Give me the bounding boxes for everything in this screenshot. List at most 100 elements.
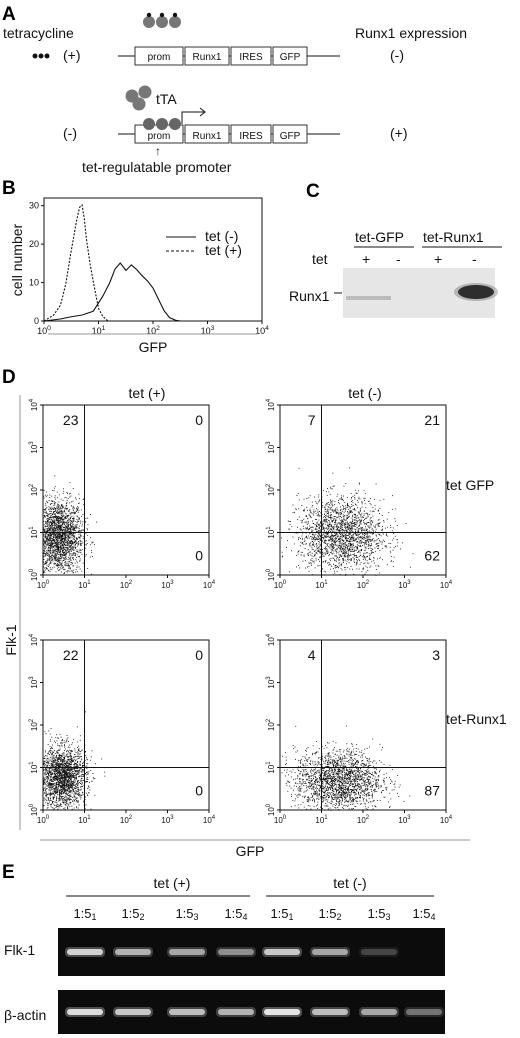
flow-dot	[71, 557, 73, 559]
flow-dot	[50, 525, 52, 526]
flow-dot	[58, 561, 60, 563]
flow-dot	[319, 557, 321, 558]
flow-dot	[50, 546, 52, 548]
flow-dot	[326, 514, 328, 516]
flow-dot	[56, 541, 58, 543]
flow-dot	[327, 523, 329, 525]
flow-dot	[71, 749, 73, 751]
flow-dot	[49, 510, 50, 512]
flow-dot	[335, 520, 337, 522]
flow-dot	[366, 540, 368, 542]
flow-dot	[331, 553, 333, 555]
flow-dot	[312, 539, 314, 540]
flow-dot	[62, 777, 64, 778]
flow-dot	[44, 537, 46, 539]
flow-dot	[338, 545, 340, 546]
flow-dot	[301, 538, 303, 540]
flow-dot	[72, 523, 73, 525]
flow-dot	[68, 540, 70, 542]
flow-dot	[60, 537, 62, 539]
flow-dot	[378, 519, 380, 521]
flow-dot	[45, 496, 47, 497]
flow-dot	[72, 532, 74, 534]
flow-dot	[376, 546, 378, 548]
flow-dot	[361, 519, 363, 521]
flow-dot	[349, 568, 351, 570]
flow-dot	[74, 750, 76, 752]
flow-dot	[57, 536, 59, 537]
flow-dot	[378, 524, 380, 526]
flow-dot	[307, 535, 309, 537]
flow-dot	[363, 552, 365, 554]
flow-dot	[345, 535, 346, 537]
flow-dot	[66, 503, 68, 505]
flow-dot	[314, 538, 316, 540]
flow-dot	[67, 540, 69, 542]
flow-dot	[354, 553, 355, 555]
flow-dot	[43, 571, 45, 573]
flow-dot	[76, 508, 78, 510]
flow-dot	[329, 547, 331, 549]
flow-dot	[366, 522, 368, 524]
flow-dot	[67, 559, 69, 561]
flow-dot	[80, 522, 81, 524]
flow-dot	[335, 543, 336, 545]
flow-dot	[312, 543, 314, 545]
western-blot	[343, 268, 498, 318]
flow-dot	[92, 556, 93, 557]
flow-dot	[327, 511, 329, 513]
flow-dot	[66, 547, 68, 549]
flow-dot	[50, 516, 52, 518]
flow-dot	[318, 538, 320, 540]
flow-dot	[54, 775, 56, 777]
flow-dot	[345, 507, 347, 509]
flow-dot	[51, 789, 53, 791]
flow-dot	[68, 789, 70, 791]
flow-dot	[347, 523, 348, 525]
flow-dot	[311, 560, 313, 562]
flow-dot	[58, 794, 60, 796]
flow-dot	[354, 533, 356, 534]
flow-dot	[56, 792, 58, 794]
flow-dot	[340, 523, 342, 525]
flow-dot	[351, 537, 353, 538]
flow-dot	[58, 569, 59, 571]
flow-dot	[58, 520, 60, 522]
flow-dot	[45, 505, 47, 506]
flow-dot	[60, 736, 62, 738]
flow-dot	[52, 754, 54, 756]
flow-dot	[58, 556, 60, 558]
flow-dot	[354, 525, 356, 527]
flow-dot	[78, 566, 80, 568]
flow-dot	[371, 522, 373, 524]
flow-dot	[355, 524, 357, 526]
flow-dot	[48, 500, 50, 501]
flow-dot	[334, 558, 335, 560]
flow-dot	[78, 517, 80, 519]
flow-dot	[84, 807, 86, 809]
flow-dot	[301, 505, 303, 506]
flow-dot	[68, 519, 70, 520]
flow-dot	[368, 562, 370, 564]
flow-dot	[59, 532, 60, 534]
flow-dot	[331, 502, 333, 504]
flow-dot	[58, 757, 60, 759]
flow-dot	[345, 520, 347, 521]
flow-dot	[49, 526, 51, 528]
flow-dot	[64, 757, 65, 759]
flow-dot	[305, 536, 307, 538]
flow-dot	[60, 509, 62, 511]
flow-dot	[70, 547, 72, 549]
flow-dot	[50, 535, 52, 537]
flow-dot	[351, 529, 353, 531]
flow-dot	[381, 540, 383, 542]
flow-dot	[53, 517, 54, 519]
flow-dot	[368, 522, 369, 523]
flow-dot	[69, 797, 71, 799]
flow-dot	[56, 546, 58, 547]
flow-dot	[75, 571, 77, 573]
flow-dot	[67, 526, 69, 528]
flow-dot	[356, 537, 358, 539]
flow-dot	[68, 784, 70, 786]
flow-dot	[402, 542, 403, 544]
